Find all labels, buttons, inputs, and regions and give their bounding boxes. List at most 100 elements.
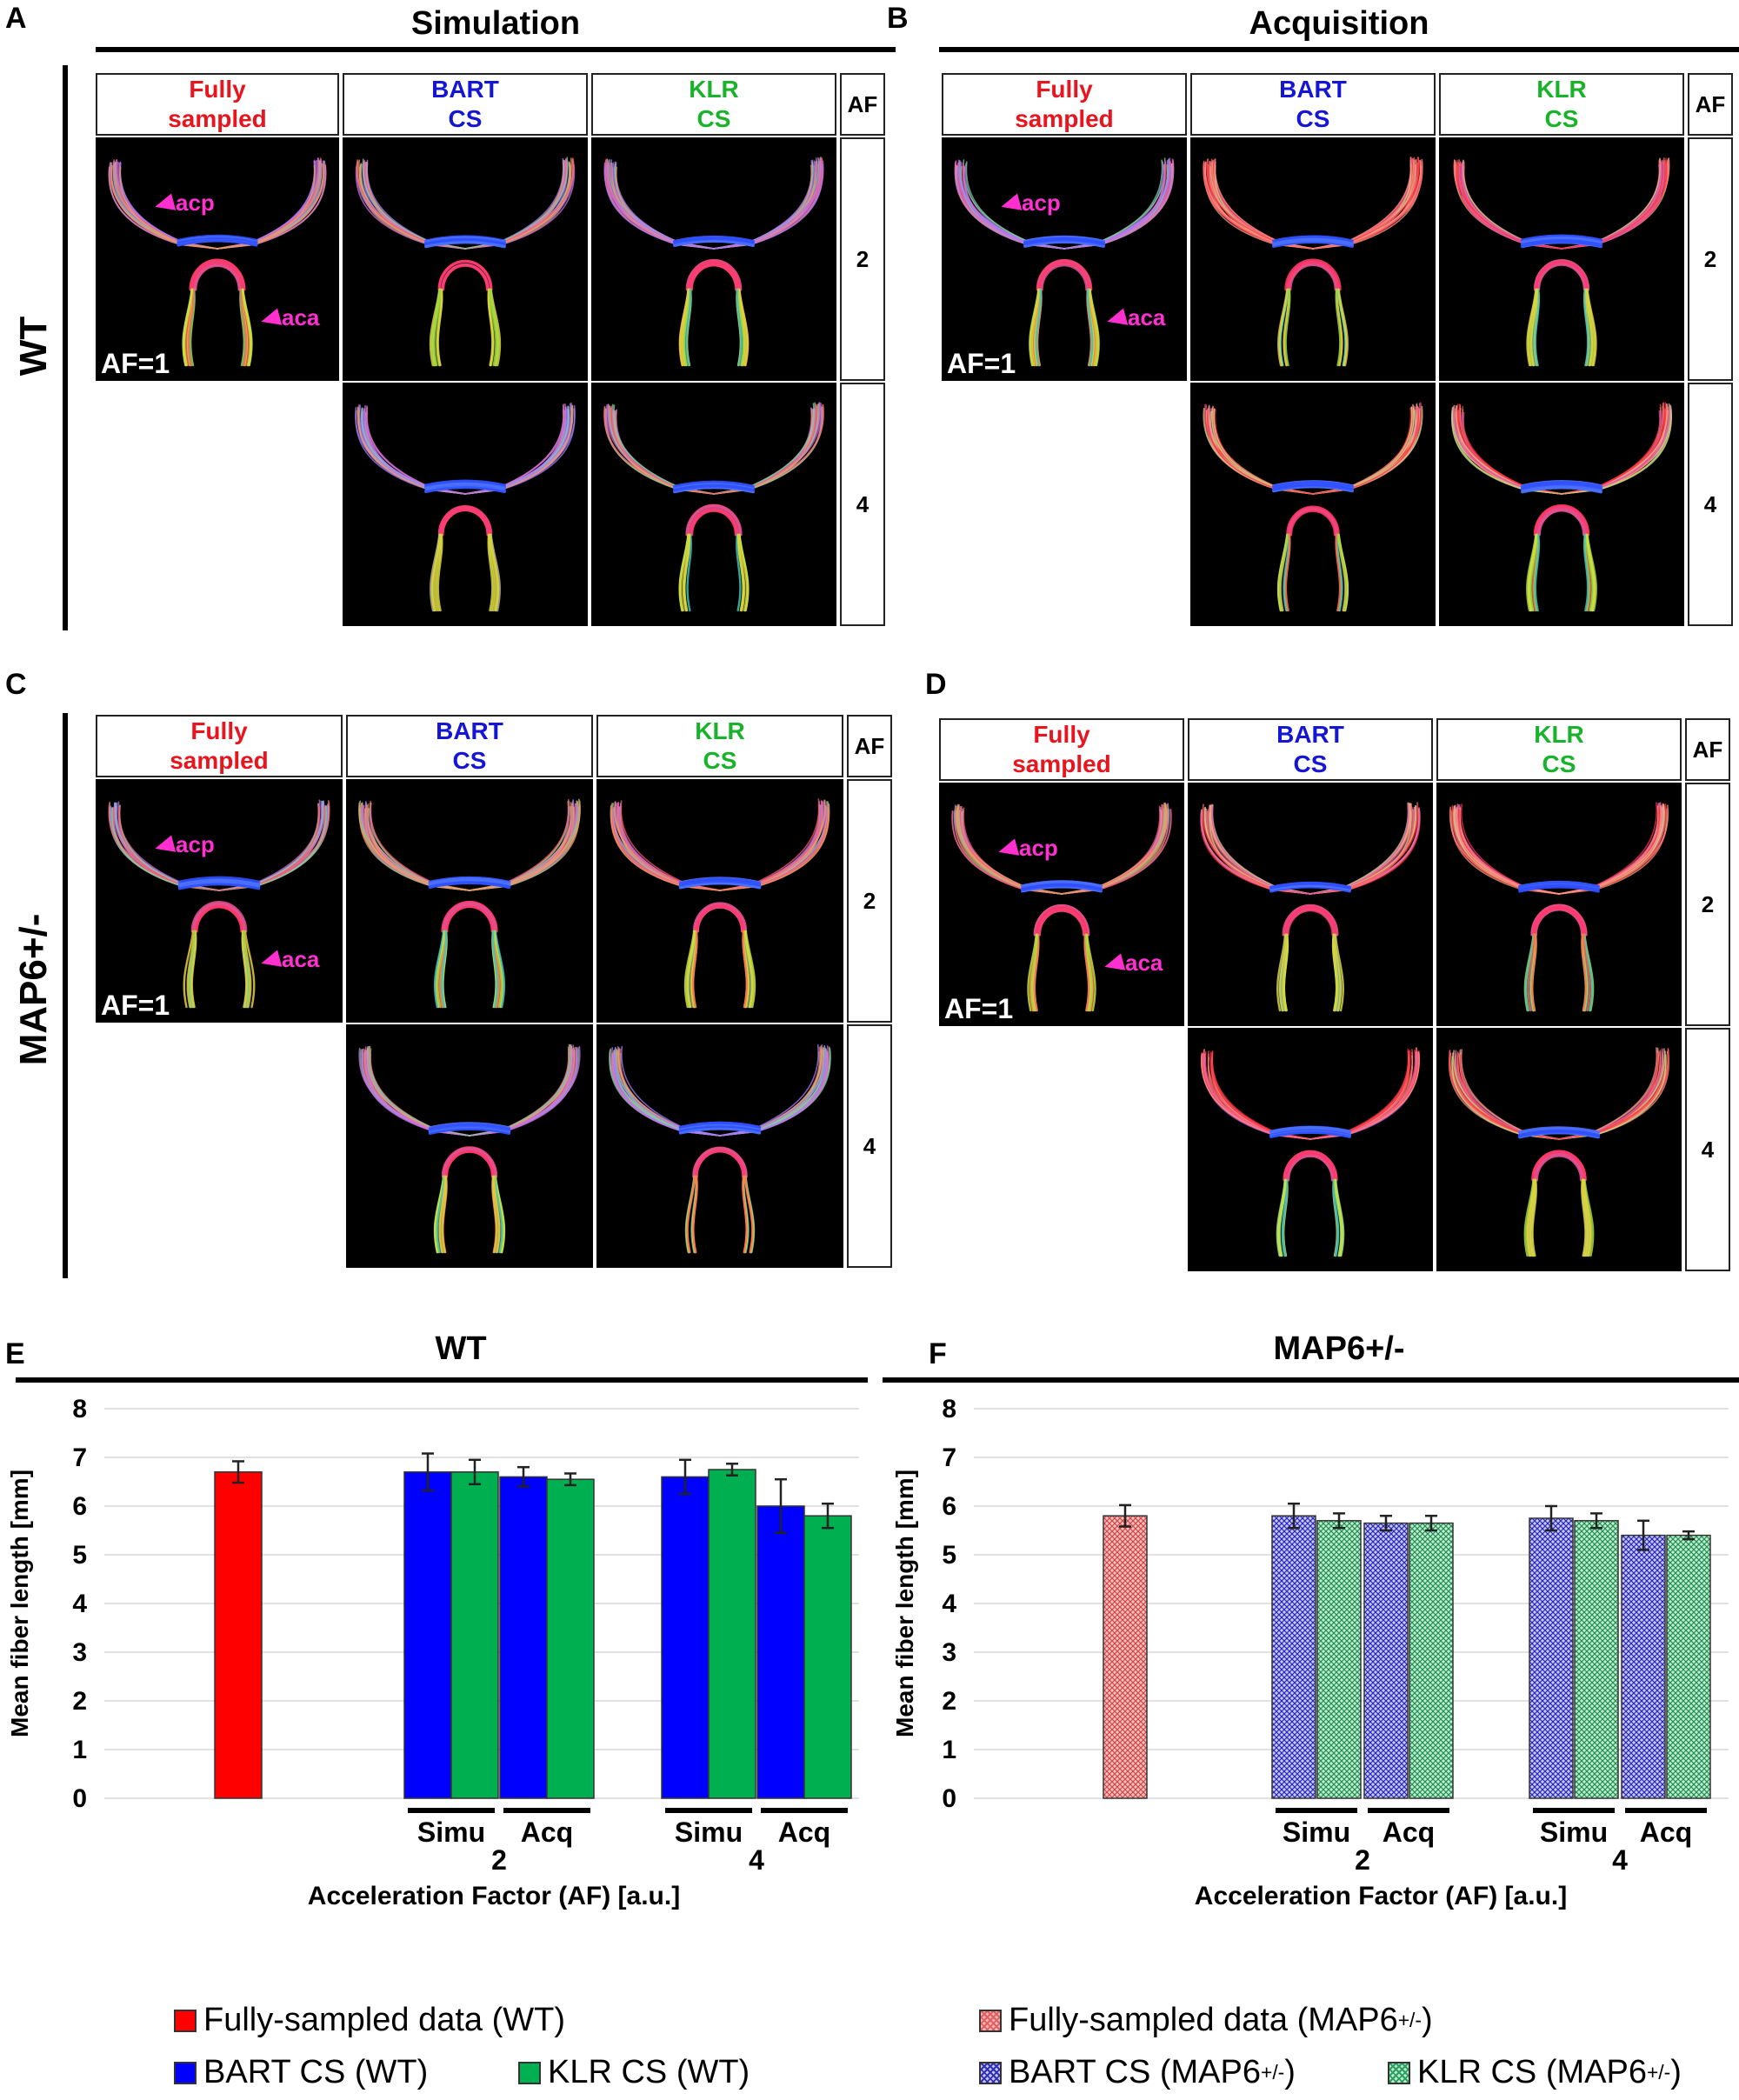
legend-map6-klr: KLR CS (MAP6 +/-) <box>1388 2054 1682 2091</box>
legend-wt-bart: BART CS (WT) <box>174 2054 428 2091</box>
subgroup-label-2: Simu <box>1540 1817 1608 1848</box>
y-tick-label: 2 <box>72 1687 87 1716</box>
arrowhead-icon <box>1102 953 1126 976</box>
bar-3 <box>1363 1522 1409 1799</box>
tract-image-wt-sim-1-0 <box>343 137 588 381</box>
acp-arrow-wt-sim: acp <box>152 190 215 217</box>
header-klr-map-acq: KLR CS <box>1436 718 1682 781</box>
legend-map6-fully: Fully-sampled data (MAP6 +/-) <box>979 2002 1433 2039</box>
panel-e-title: WT <box>435 1330 487 1367</box>
tract-image-wt-sim-2-0 <box>591 137 836 381</box>
tract-image-map-sim-2-1 <box>596 1024 843 1268</box>
map6-row-rule <box>63 713 68 1278</box>
tract-image-wt-acq-0-0 <box>942 137 1187 381</box>
y-tick-label: 5 <box>72 1541 87 1570</box>
header-klr-wt-acq: KLR CS <box>1439 73 1684 136</box>
y-tick-label: 5 <box>942 1541 956 1570</box>
y-tick-label: 8 <box>942 1395 956 1423</box>
aca-arrow-wt-sim: aca <box>258 304 319 331</box>
header-bart-map-acq: BART CS <box>1188 718 1433 781</box>
y-tick-label: 6 <box>72 1492 87 1521</box>
header-fully-map-acq: Fully sampled <box>939 718 1184 781</box>
header-klr-wt-sim: KLR CS <box>591 73 836 136</box>
bar-4 <box>546 1478 595 1799</box>
subgroup-label-1: Acq <box>1383 1817 1435 1848</box>
bar-7 <box>1621 1534 1666 1799</box>
acp-arrow-wt-acq: acp <box>998 190 1061 217</box>
acp-arrow-map-sim: acp <box>152 831 215 858</box>
y-tick-label: 0 <box>72 1784 87 1813</box>
tract-image-wt-acq-2-0 <box>1439 137 1684 381</box>
af-header-wt-sim: AF <box>840 73 885 136</box>
header-fully-wt-sim: Fully sampled <box>96 73 339 136</box>
af-cell-wt-acq-0: 2 <box>1688 137 1733 381</box>
y-tick-label: 1 <box>72 1736 87 1764</box>
legend-wt-fully: Fully-sampled data (WT) <box>174 2002 565 2039</box>
legend-wt-klr: KLR CS (WT) <box>518 2054 750 2091</box>
x-axis-label: Acceleration Factor (AF) [a.u.] <box>308 1882 680 1910</box>
legend-swatch-red-pattern <box>979 2009 1002 2032</box>
tract-image-wt-acq-1-1 <box>1190 383 1436 626</box>
arrowhead-icon <box>152 193 177 216</box>
arrowhead-icon <box>258 308 283 330</box>
panel-a-title: Simulation <box>410 5 581 42</box>
arrowhead-icon <box>258 950 283 972</box>
af-cell-map-sim-0: 2 <box>847 779 892 1023</box>
bar-chart-svg: 0 1 2 3 4 5 6 7 8 Mean fiber length [mm] Simu Acq Si… <box>6 1395 859 1910</box>
subgroup-label-0: Simu <box>417 1817 485 1848</box>
bar-1 <box>403 1471 452 1799</box>
bar-chart-svg: 0 1 2 3 4 5 6 7 8 Mean fiber length [mm] Simu Acq Si… <box>891 1395 1729 1910</box>
bar-7 <box>756 1505 805 1799</box>
tract-image-wt-acq-2-1 <box>1439 383 1684 626</box>
af-cell-wt-acq-1: 4 <box>1688 383 1733 626</box>
bar-6 <box>1574 1520 1619 1799</box>
tract-image-map-sim-2-0 <box>596 779 843 1023</box>
af-cell-map-acq-1: 4 <box>1685 1028 1730 1271</box>
arrowhead-icon <box>998 193 1023 216</box>
tract-image-map-acq-1-0 <box>1188 783 1433 1026</box>
panel-f-rule <box>883 1377 1739 1383</box>
header-bart-wt-acq: BART CS <box>1190 73 1436 136</box>
header-bart-wt-sim: BART CS <box>343 73 588 136</box>
af-cell-map-sim-1: 4 <box>847 1024 892 1268</box>
tract-image-wt-sim-1-1 <box>343 383 588 626</box>
tract-image-map-sim-0-0 <box>96 779 343 1023</box>
group-label-1: 4 <box>749 1844 764 1876</box>
af-cell-wt-sim-0: 2 <box>840 137 885 381</box>
panel-b-rule <box>939 47 1739 52</box>
bar-8 <box>803 1515 852 1799</box>
acp-arrow-map-acq: acp <box>996 835 1058 862</box>
chart-wt: 0 1 2 3 4 5 6 7 8 Mean fiber length [mm] Simu Acq Si… <box>0 1383 870 1939</box>
tract-image-map-acq-0-0 <box>939 783 1184 1026</box>
y-tick-label: 0 <box>942 1784 956 1813</box>
bar-3 <box>499 1476 548 1799</box>
tract-image-map-sim-1-0 <box>346 779 593 1023</box>
bar-0 <box>214 1471 263 1799</box>
y-tick-label: 3 <box>942 1638 956 1667</box>
panel-f-title: MAP6+/- <box>1273 1330 1405 1367</box>
y-tick-label: 7 <box>72 1443 87 1472</box>
aca-arrow-map-acq: aca <box>1102 950 1163 977</box>
panel-a-rule <box>96 47 896 52</box>
arrowhead-icon <box>996 838 1020 861</box>
y-tick-label: 7 <box>942 1443 956 1472</box>
legend-swatch-green <box>518 2061 541 2084</box>
wt-row-label: WT <box>12 316 55 377</box>
af1-label-map-acq: AF=1 <box>944 993 1014 1024</box>
bar-0 <box>1103 1515 1148 1799</box>
af1-label-map-sim: AF=1 <box>101 990 170 1021</box>
map6-row-label: MAP6+/- <box>12 913 55 1066</box>
aca-arrow-map-sim: aca <box>258 946 319 973</box>
arrowhead-icon <box>1104 308 1129 330</box>
af-cell-map-acq-0: 2 <box>1685 783 1730 1026</box>
panel-e-rule <box>16 1377 868 1383</box>
panel-f-letter: F <box>929 1337 947 1370</box>
wt-row-rule <box>63 65 68 630</box>
header-bart-map-sim: BART CS <box>346 715 593 777</box>
header-fully-map-sim: Fully sampled <box>96 715 343 777</box>
y-tick-label: 3 <box>72 1638 87 1667</box>
tract-image-wt-sim-2-1 <box>591 383 836 626</box>
bar-6 <box>708 1469 756 1799</box>
y-axis-label: Mean fiber length [mm] <box>891 1470 918 1737</box>
tract-image-map-acq-2-0 <box>1436 783 1682 1026</box>
